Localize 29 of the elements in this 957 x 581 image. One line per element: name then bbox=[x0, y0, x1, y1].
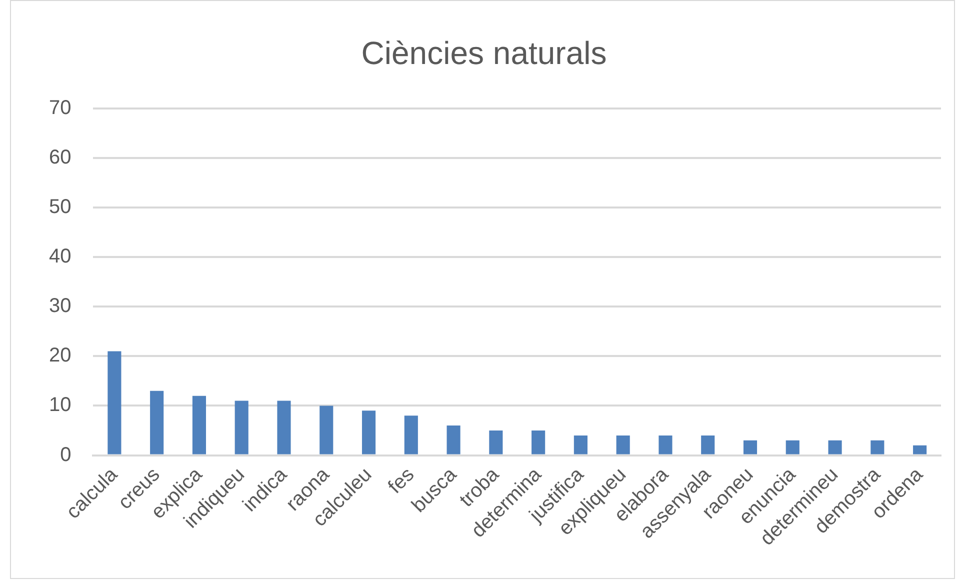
bar bbox=[701, 435, 715, 454]
bar bbox=[616, 435, 630, 454]
y-tick-label: 10 bbox=[48, 394, 72, 416]
bar bbox=[786, 440, 800, 454]
bar bbox=[743, 440, 758, 454]
bar bbox=[913, 445, 927, 454]
y-tick-label: 20 bbox=[48, 344, 72, 367]
bar bbox=[446, 426, 460, 454]
bar bbox=[870, 440, 884, 454]
bar bbox=[489, 430, 503, 454]
y-tick-label: 70 bbox=[48, 96, 72, 119]
bar bbox=[277, 400, 291, 454]
y-tick-label: 50 bbox=[48, 196, 72, 218]
bar bbox=[108, 351, 122, 454]
bar bbox=[234, 400, 248, 454]
y-tick-label: 40 bbox=[48, 246, 72, 268]
chart-title: Ciències naturals bbox=[361, 35, 607, 72]
bar bbox=[574, 435, 588, 454]
bar bbox=[828, 440, 842, 454]
bar bbox=[150, 390, 164, 454]
y-tick-label: 30 bbox=[48, 295, 72, 318]
bar bbox=[320, 406, 334, 454]
bar bbox=[404, 416, 418, 454]
y-tick-label: 0 bbox=[60, 444, 72, 466]
bar bbox=[192, 396, 206, 454]
y-tick-label: 60 bbox=[48, 146, 72, 168]
bar bbox=[532, 430, 546, 454]
bar bbox=[658, 435, 672, 454]
bar bbox=[362, 410, 376, 454]
